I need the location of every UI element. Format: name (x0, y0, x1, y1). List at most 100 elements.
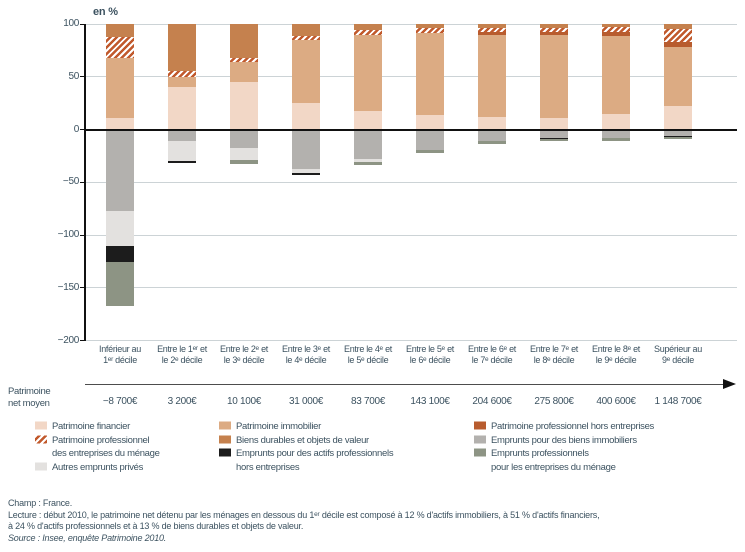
legend-item: Autres emprunts privés (35, 461, 160, 475)
bar-segment (540, 129, 568, 138)
bar-segment (354, 30, 382, 35)
category-label: Inférieur au 1er décile (99, 344, 141, 365)
bar-segment (416, 149, 444, 153)
legend-label: Emprunts pour des biens immobiliers (491, 434, 637, 446)
category-label: Entre le 2e et le 3e décile (220, 344, 268, 365)
bar-segment (106, 210, 134, 246)
net-wealth-value: 400 600€ (596, 396, 636, 407)
legend-label: Biens durables et objets de valeur (236, 434, 369, 446)
bar-segment (168, 161, 196, 164)
bar-segment (354, 129, 382, 160)
bar-segment (230, 129, 258, 149)
bar-segment (602, 35, 630, 114)
y-gridline (85, 234, 737, 236)
bar-segment (664, 24, 692, 30)
legend-swatch (35, 462, 47, 470)
bar-segment (292, 129, 320, 169)
legend-item: Patrimoine immobilier (219, 420, 393, 434)
category-label: Entre le 6e et le 7e décile (468, 344, 516, 365)
legend-label: Autres emprunts privés (52, 461, 144, 473)
y-tick-mark (80, 181, 85, 183)
bar-segment (230, 57, 258, 62)
bar-segment (416, 129, 444, 150)
bar-segment (168, 141, 196, 162)
legend-swatch (35, 421, 47, 430)
y-tick-label: 100 (63, 18, 79, 29)
legend-item: Emprunts pour des actifs professionnels (219, 447, 394, 461)
legend-column: Patrimoine financier Patrimoine professio… (35, 420, 160, 474)
bar-segment (168, 87, 196, 130)
category-label: Entre le 3e et le 4e décile (282, 344, 330, 365)
category-label: Supérieur au 9e décile (654, 344, 702, 365)
bar-segment (106, 117, 134, 130)
bar-segment (292, 39, 320, 104)
champ-note: Champ : France. (8, 498, 73, 508)
bar-segment (230, 24, 258, 58)
net-wealth-value: 31 000€ (288, 396, 324, 407)
bar-segment (664, 129, 692, 136)
legend-label: Patrimoine professionnel hors entreprise… (491, 421, 655, 432)
bar-segment (106, 262, 134, 306)
bar-segment (292, 172, 320, 175)
y-tick-label: −50 (62, 176, 79, 188)
legend-swatch (219, 448, 231, 457)
x-axis-rule (85, 384, 723, 385)
bar-segment (354, 34, 382, 111)
bar-segment (478, 141, 506, 145)
bar-segment (292, 103, 320, 130)
y-tick-mark (80, 23, 85, 25)
bar-segment (354, 162, 382, 166)
legend-label: hors entreprises (236, 461, 300, 473)
bar-segment (540, 24, 568, 29)
net-wealth-axis-label: Patrimoine net moyen (8, 386, 51, 409)
legend-item: Biens durables et objets de valeur (219, 434, 393, 448)
legend-item: Patrimoine professionnel (35, 434, 160, 448)
bar-segment (540, 117, 568, 130)
legend-swatch (35, 435, 47, 443)
bar-segment (664, 106, 692, 130)
y-gridline (85, 340, 737, 341)
legend-swatch (474, 435, 486, 443)
x-axis-arrow-icon (723, 379, 736, 389)
legend-item-wrap: hors entreprises (219, 461, 393, 475)
y-tick-mark (80, 340, 85, 341)
bar-segment (664, 41, 692, 48)
bar-segment (416, 28, 444, 34)
bar-segment (602, 24, 630, 28)
legend-item: Patrimoine financier (35, 420, 160, 434)
legend-column: Patrimoine professionnel hors entreprise… (474, 420, 654, 474)
zero-line (85, 128, 737, 131)
bar-segment (478, 32, 506, 35)
lecture-note-line2: à 24 % d'actifs professionnels et à 13 %… (8, 521, 304, 531)
bar-segment (106, 57, 134, 118)
bar-segment (664, 29, 692, 42)
legend-label: Patrimoine immobilier (236, 421, 322, 432)
y-tick-mark (80, 76, 85, 78)
bar-segment (478, 28, 506, 33)
bar-segment (292, 168, 320, 173)
bar-segment (478, 24, 506, 29)
net-wealth-value: 204 600€ (472, 396, 512, 407)
legend-label: des entreprises du ménage (52, 448, 160, 459)
bar-segment (106, 129, 134, 211)
bar-segment (416, 24, 444, 29)
bar-segment (354, 159, 382, 163)
bar-segment (540, 137, 568, 139)
bar-segment (168, 76, 196, 88)
bar-segment (416, 33, 444, 115)
y-gridline (85, 181, 737, 183)
bar-segment (664, 136, 692, 139)
net-wealth-value: 1 148 700€ (654, 396, 702, 407)
bar-segment (602, 129, 630, 138)
bar-segment (106, 36, 134, 58)
category-label: Entre le 1er et le 2e décile (157, 344, 207, 365)
y-axis-line (84, 24, 86, 341)
y-gridline (85, 76, 737, 78)
bar-segment (106, 245, 134, 263)
bar-segment (664, 47, 692, 107)
y-tick-label: 50 (68, 70, 79, 82)
y-tick-mark (80, 287, 85, 289)
bar-segment (354, 110, 382, 130)
bar-segment (602, 27, 630, 33)
